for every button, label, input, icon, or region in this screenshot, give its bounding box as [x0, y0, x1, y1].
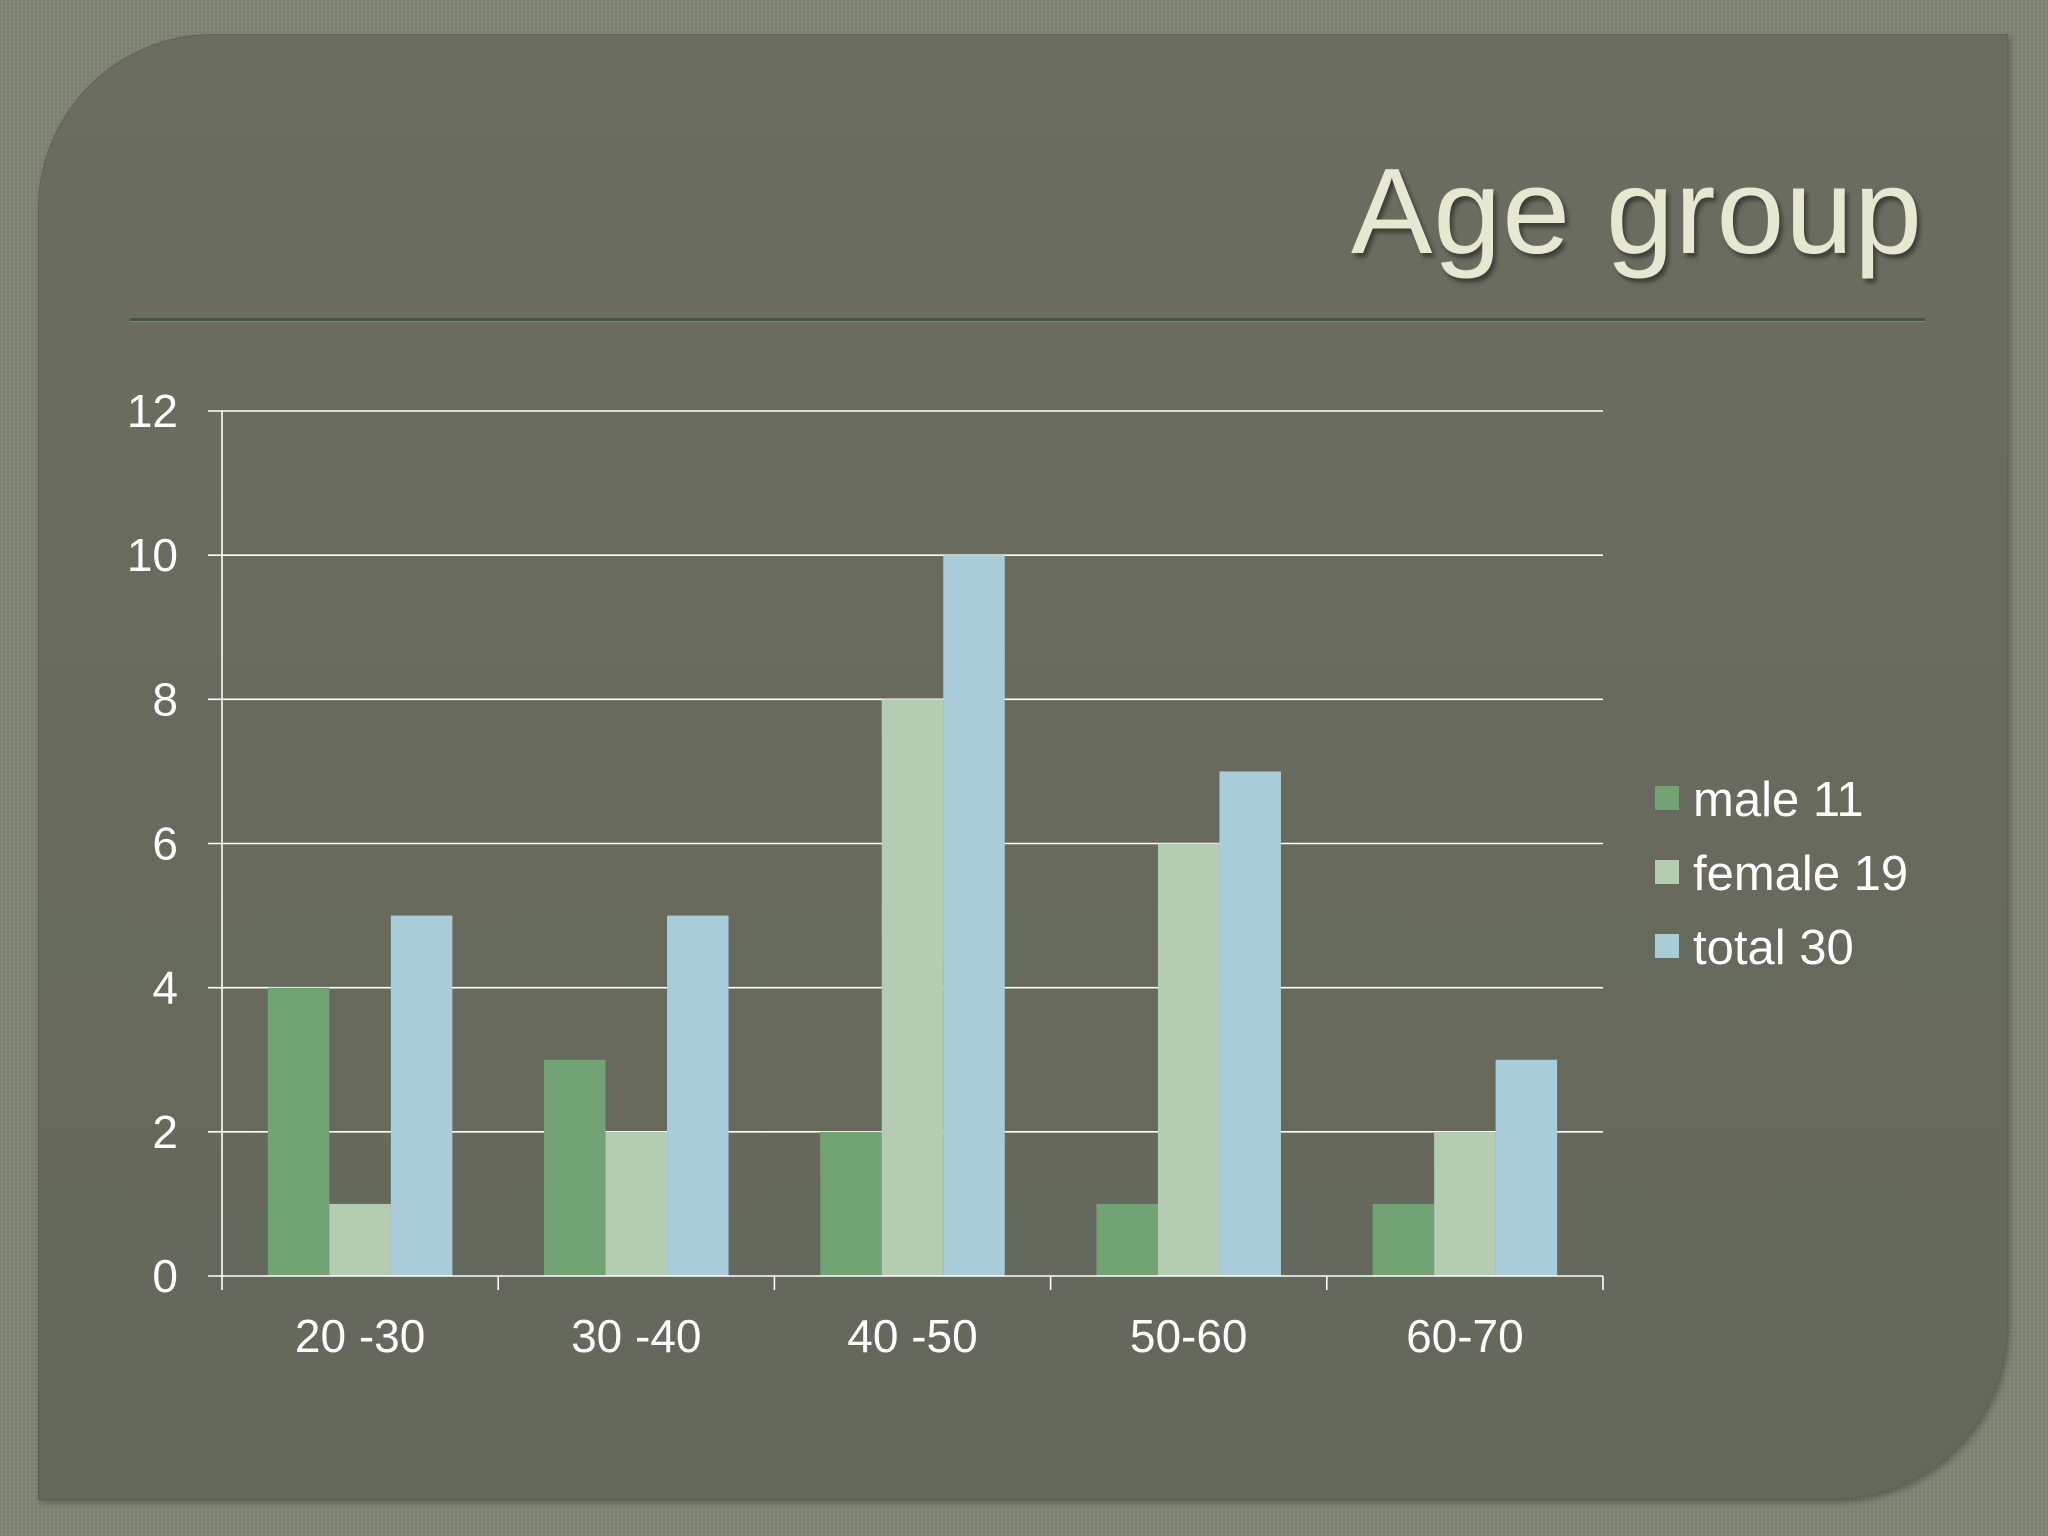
slide-title: Age group — [1351, 143, 1923, 279]
bar-total-4 — [1495, 1059, 1558, 1276]
bar-male-1 — [544, 1059, 606, 1276]
bar-total-2 — [943, 555, 1005, 1276]
x-tick-label: 50-60 — [1130, 1310, 1248, 1362]
y-tick-labels: 0 2 4 6 8 10 12 — [127, 385, 178, 1302]
y-tick-label: 2 — [152, 1106, 178, 1158]
legend-label-male: male 11 — [1693, 773, 1864, 827]
x-tick-label: 40 -50 — [847, 1310, 977, 1362]
legend-label-total: total 30 — [1693, 921, 1854, 975]
bar-female-1 — [605, 1131, 668, 1276]
legend: male 11 female 19 total 30 — [1655, 773, 1908, 975]
bar-male-3 — [1096, 1203, 1158, 1276]
bar-female-2 — [881, 699, 944, 1276]
y-tick-label: 8 — [152, 673, 178, 725]
bar-male-0 — [267, 987, 330, 1276]
y-tick-label: 6 — [152, 818, 178, 870]
bar-male-4 — [1372, 1203, 1435, 1276]
x-tick-label: 30 -40 — [571, 1310, 701, 1362]
bar-female-0 — [329, 1203, 391, 1276]
x-tick-labels: 20 -30 30 -40 40 -50 50-60 60-70 — [295, 1310, 1524, 1362]
legend-swatch-female — [1655, 860, 1679, 884]
x-tick-label: 60-70 — [1406, 1310, 1524, 1362]
bar-female-4 — [1434, 1131, 1496, 1276]
bar-total-1 — [667, 915, 729, 1276]
bar-male-2 — [820, 1131, 882, 1276]
x-tick-label: 20 -30 — [295, 1310, 425, 1362]
bar-female-3 — [1157, 843, 1220, 1276]
title-divider — [130, 318, 1925, 321]
bars — [267, 555, 1558, 1276]
legend-label-female: female 19 — [1693, 847, 1908, 901]
bar-total-3 — [1219, 771, 1281, 1276]
y-tick-label: 0 — [152, 1250, 178, 1302]
bar-total-0 — [390, 915, 453, 1276]
legend-swatch-total — [1655, 934, 1679, 958]
y-tick-label: 10 — [127, 529, 178, 581]
axes — [208, 411, 1604, 1290]
y-tick-label: 4 — [152, 962, 178, 1014]
y-tick-label: 12 — [127, 385, 178, 437]
legend-swatch-male — [1655, 786, 1679, 810]
